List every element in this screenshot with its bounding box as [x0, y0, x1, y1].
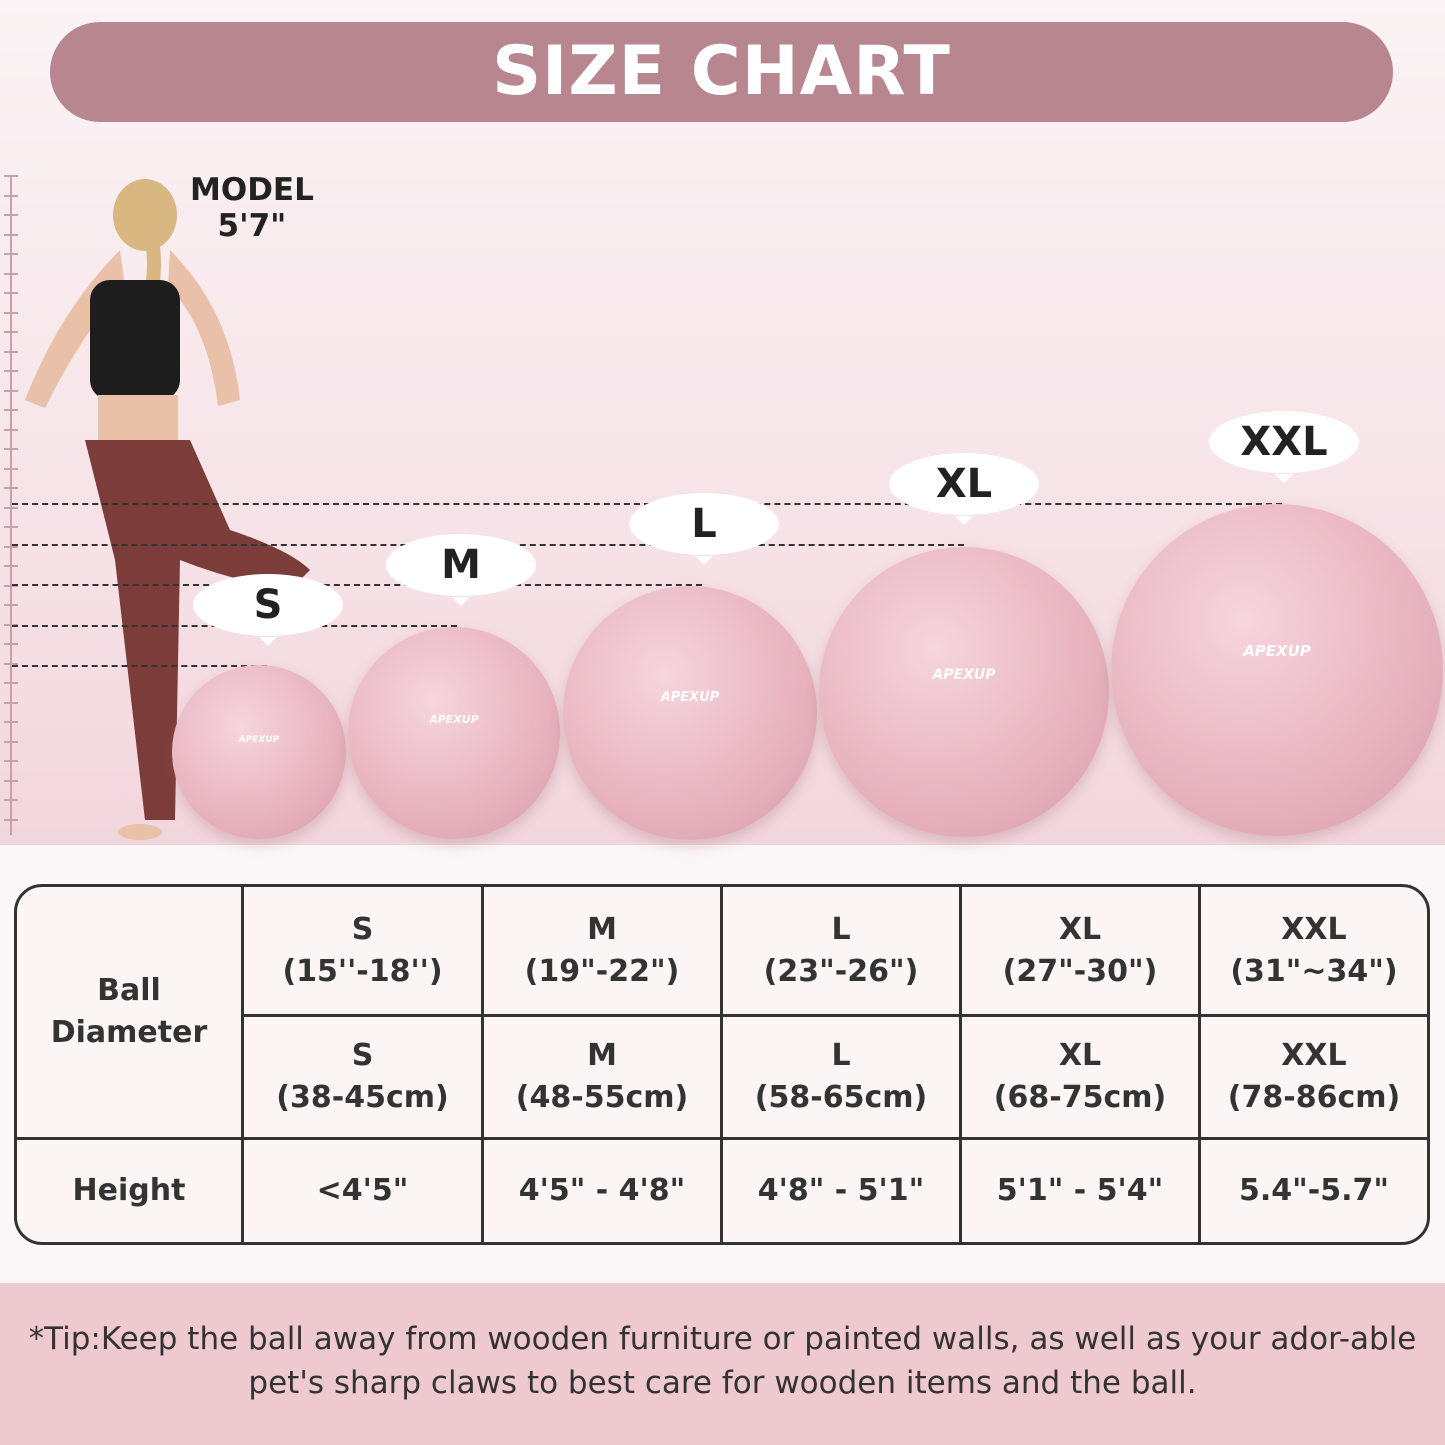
- ball-xl: APEXUP: [819, 547, 1109, 837]
- ruler-tick: [4, 253, 18, 255]
- ruler-tick: [4, 194, 18, 197]
- size-value: (58-65cm): [754, 1080, 928, 1115]
- ruler-tick: [4, 701, 18, 704]
- ruler-tick: [4, 526, 18, 528]
- ruler-tick: [4, 740, 18, 743]
- table-cell: XL (68-75cm): [962, 1017, 1201, 1140]
- brand-logo: APEXUP: [429, 713, 479, 726]
- model-height-label: MODEL 5'7": [190, 172, 314, 244]
- ruler-tick: [4, 662, 18, 665]
- ball-m: APEXUP: [348, 627, 560, 839]
- table-row: S (38-45cm) M (48-55cm) L (58-65cm) XL (68-7…: [17, 1017, 1427, 1140]
- table-cell: XL (27"-30"): [962, 887, 1201, 1017]
- table-cell: M (48-55cm): [484, 1017, 723, 1140]
- size-value: (38-45cm): [276, 1080, 449, 1115]
- ruler-tick: [4, 584, 18, 587]
- ruler-tick: [4, 331, 18, 333]
- size-value: (15''-18''): [282, 953, 443, 989]
- ruler-tick: [4, 175, 18, 177]
- ruler-tick: [4, 623, 18, 626]
- size-value: (19"-22"): [524, 953, 680, 989]
- size-bubble-xxl: XXL: [1209, 411, 1359, 483]
- ruler-tick: [4, 370, 18, 372]
- ball-s: APEXUP: [172, 665, 346, 839]
- size-value: (68-75cm): [993, 1080, 1167, 1115]
- brand-logo: APEXUP: [660, 690, 720, 705]
- size-value: (78-86cm): [1227, 1080, 1401, 1115]
- ruler-tick: [4, 467, 18, 470]
- ruler-tick: [4, 389, 18, 392]
- height-cell: 5.4"-5.7": [1239, 1173, 1389, 1208]
- brand-logo: APEXUP: [932, 667, 996, 683]
- height-cell: 5'1" - 5'4": [962, 1140, 1201, 1242]
- brand-logo: APEXUP: [238, 735, 280, 745]
- table-row: Ball Diameter S (15''-18'') M (19"-22") L (…: [17, 887, 1427, 1140]
- ruler-tick: [4, 214, 18, 216]
- tip-text: *Tip:Keep the ball away from wooden furn…: [0, 1283, 1445, 1445]
- size-value: (48-55cm): [515, 1080, 689, 1115]
- height-ruler: [10, 175, 12, 835]
- size-table: Ball Diameter S (15''-18'') M (19"-22") L (…: [14, 884, 1430, 1245]
- table-cell: L (58-65cm): [723, 1017, 962, 1140]
- table-cell: L (23"-26"): [723, 887, 962, 1017]
- ruler-tick: [4, 818, 18, 821]
- ruler-tick: [4, 311, 18, 314]
- ruler-tick: [4, 506, 18, 509]
- size-value: (27"-30"): [1002, 953, 1158, 989]
- size-label: XXL: [1281, 1038, 1347, 1073]
- size-bubble-m: M: [386, 534, 536, 606]
- size-label: L: [831, 911, 851, 947]
- size-label: XXL: [1281, 911, 1347, 947]
- dashed-guide-s: [12, 665, 267, 667]
- row-label-diameter: Ball Diameter: [17, 887, 244, 1140]
- ruler-tick: [4, 545, 18, 548]
- ruler-tick: [4, 233, 18, 236]
- model-figure: [25, 179, 310, 840]
- ruler-tick: [4, 409, 18, 411]
- table-cell: M (19"-22"): [484, 887, 723, 1017]
- table-cell: XXL (31"~34"): [1201, 887, 1427, 1017]
- size-bubble-s: S: [193, 574, 343, 646]
- ruler-tick: [4, 760, 18, 762]
- ruler-tick: [4, 448, 18, 450]
- size-label: S: [351, 911, 374, 947]
- size-label: XL: [1058, 1038, 1102, 1073]
- ruler-tick: [4, 272, 18, 275]
- ruler-tick: [4, 604, 18, 606]
- ruler-tick: [4, 682, 18, 684]
- size-bubble-l: L: [629, 493, 779, 565]
- height-cell: <4'5": [244, 1140, 484, 1242]
- ruler-tick: [4, 779, 18, 782]
- size-value: (31"~34"): [1230, 953, 1398, 989]
- size-label: M: [587, 1038, 617, 1073]
- size-label: XL: [1058, 911, 1102, 947]
- table-cell: S (38-45cm): [244, 1017, 484, 1140]
- ruler-tick: [4, 721, 18, 723]
- model-label: MODEL: [190, 172, 314, 208]
- ruler-tick: [4, 643, 18, 645]
- brand-logo: APEXUP: [1243, 642, 1311, 660]
- page-title: SIZE CHART: [50, 22, 1393, 122]
- ruler-tick: [4, 428, 18, 431]
- ruler-tick: [4, 350, 18, 353]
- height-cell: 4'8" - 5'1": [723, 1140, 962, 1242]
- height-cell: 4'5" - 4'8": [484, 1140, 723, 1242]
- size-label: L: [831, 1038, 851, 1073]
- table-cell: S (15''-18''): [244, 887, 484, 1017]
- size-value: (23"-26"): [763, 953, 919, 989]
- ruler-tick: [4, 799, 18, 801]
- size-label: S: [351, 1038, 374, 1073]
- table-cell: XXL (78-86cm): [1201, 1017, 1427, 1140]
- model-height: 5'7": [217, 208, 287, 244]
- ball-xxl: APEXUP: [1111, 504, 1443, 836]
- size-bubble-xl: XL: [889, 453, 1039, 525]
- table-row: Height <4'5" 4'5" - 4'8" 4'8" - 5'1" 5'1…: [17, 1140, 1427, 1242]
- ruler-tick: [4, 487, 18, 489]
- ruler-tick: [4, 565, 18, 567]
- row-label-height: Height: [17, 1140, 244, 1242]
- dashed-guide-l: [12, 584, 702, 586]
- ruler-tick: [4, 292, 18, 294]
- size-label: M: [587, 911, 617, 947]
- ball-l: APEXUP: [563, 586, 817, 840]
